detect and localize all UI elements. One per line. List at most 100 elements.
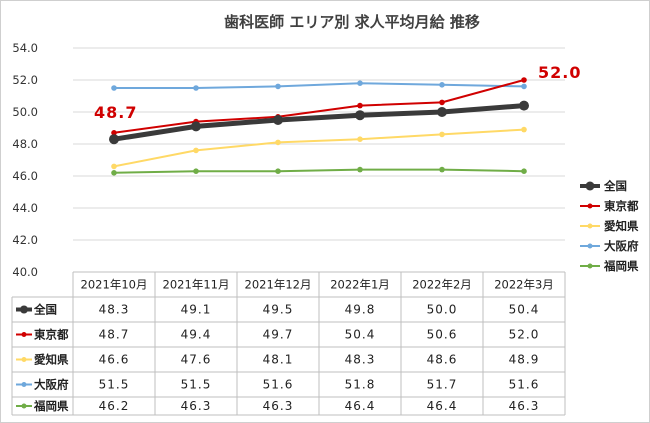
series-3 [111, 126, 527, 170]
y-tick-label: 50.0 [12, 105, 38, 119]
data-point [521, 77, 527, 83]
row-key-marker [21, 357, 27, 362]
series-line [114, 82, 525, 89]
table-cell: 49.1 [181, 303, 212, 317]
annotation-layer: 48.7 52.0 [94, 63, 581, 122]
table-row-name: 東京都 [34, 328, 69, 342]
table-cell: 49.5 [263, 303, 294, 317]
table-cell: 46.3 [263, 399, 294, 413]
data-point [193, 147, 199, 154]
x-category-label: 2022年1月 [330, 278, 390, 292]
table-cell: 46.6 [99, 353, 130, 367]
chart-title: 歯科医師 エリア別 求人平均月給 推移 [224, 13, 480, 31]
legend-key-marker [587, 243, 593, 249]
row-key-marker [21, 332, 27, 337]
table-cell: 50.4 [345, 328, 376, 342]
legend-key-marker [587, 263, 593, 269]
data-point [521, 126, 527, 133]
row-key-marker [21, 403, 27, 409]
data-point [439, 82, 445, 88]
table-cell: 51.7 [427, 378, 458, 392]
data-point [111, 163, 117, 170]
series-1 [109, 100, 529, 145]
data-point [357, 166, 363, 173]
data-point [193, 85, 199, 91]
data-point [521, 168, 527, 174]
legend-item: 全国 [580, 179, 627, 193]
table-cell: 51.6 [263, 378, 294, 392]
data-table: 2021年10月 2021年11月 2021年12月 2022年1月 2022年2月 20… [11, 271, 566, 416]
table-row: 愛知県 46.6 47.6 48.1 48.3 48.6 48.9 [16, 353, 540, 367]
legend-key-marker [587, 203, 593, 209]
data-point [357, 136, 363, 142]
data-point [439, 99, 445, 106]
x-category-label: 2022年2月 [412, 278, 472, 292]
table-cell: 51.6 [509, 378, 540, 392]
data-point [275, 139, 281, 146]
data-point [191, 121, 201, 132]
x-category-label: 2021年10月 [81, 278, 148, 292]
data-point [521, 83, 527, 90]
y-tick-label: 44.0 [12, 201, 38, 215]
table-row: 福岡県 46.2 46.3 46.3 46.4 46.4 46.3 [16, 399, 540, 413]
table-cell: 50.4 [509, 303, 540, 317]
table-cell: 46.3 [181, 399, 212, 413]
legend-item: 福岡県 [580, 259, 639, 273]
data-point [357, 80, 363, 86]
legend-key-marker [585, 181, 595, 191]
table-cell: 52.0 [509, 328, 540, 342]
y-tick-label: 40.0 [12, 265, 38, 279]
data-point [273, 115, 283, 125]
legend-item: 愛知県 [580, 219, 639, 233]
table-cell: 46.4 [427, 399, 458, 413]
y-tick-label: 42.0 [12, 233, 38, 247]
table-cell: 51.8 [345, 378, 376, 392]
data-point [437, 107, 447, 117]
series-line [113, 168, 525, 174]
table-cell: 47.6 [181, 353, 212, 367]
row-key-marker [20, 305, 28, 314]
table-cell: 46.3 [509, 399, 540, 413]
table-cell: 48.3 [345, 353, 376, 367]
data-point [439, 131, 445, 138]
y-tick-label: 46.0 [12, 169, 38, 183]
table-cell: 48.1 [263, 353, 294, 367]
data-point [193, 168, 199, 174]
table-cell: 46.4 [345, 399, 376, 413]
x-category-label: 2021年11月 [163, 278, 230, 292]
table-row-name: 大阪府 [34, 378, 69, 392]
row-key-marker [21, 382, 27, 387]
legend-label: 福岡県 [603, 259, 639, 273]
legend-item: 東京都 [580, 199, 639, 213]
table-cell: 48.7 [99, 328, 130, 342]
legend-label: 大阪府 [604, 239, 639, 253]
data-point [111, 130, 117, 136]
table-cell: 49.4 [181, 328, 212, 342]
y-tick-label: 52.0 [12, 73, 38, 87]
table-cell: 48.9 [509, 353, 540, 367]
table-row-name: 全国 [33, 303, 57, 317]
data-point [357, 102, 363, 109]
legend-label: 東京都 [604, 199, 639, 213]
legend-item: 大阪府 [580, 239, 639, 253]
table-cell: 51.5 [181, 378, 212, 392]
table-cell: 51.5 [99, 378, 130, 392]
table-row-name: 福岡県 [33, 399, 69, 413]
table-row-name: 愛知県 [34, 353, 69, 367]
legend-label: 全国 [603, 179, 627, 193]
table-row: 東京都 48.7 49.4 49.7 50.4 50.6 52.0 [16, 328, 540, 342]
data-point [111, 170, 117, 176]
table-cell: 46.2 [99, 399, 130, 413]
table-cell: 49.7 [263, 328, 294, 342]
data-point [111, 85, 117, 91]
data-label-annotation: 52.0 [538, 63, 581, 82]
y-axis-ticks: 40.0 42.0 44.0 46.0 48.0 50.0 52.0 54.0 [12, 41, 38, 279]
x-category-label: 2021年12月 [245, 278, 312, 292]
x-category-label: 2022年3月 [494, 278, 554, 292]
series-4 [111, 80, 527, 91]
table-row: 大阪府 51.5 51.5 51.6 51.8 51.7 51.6 [16, 378, 540, 392]
series-layer [109, 77, 529, 176]
